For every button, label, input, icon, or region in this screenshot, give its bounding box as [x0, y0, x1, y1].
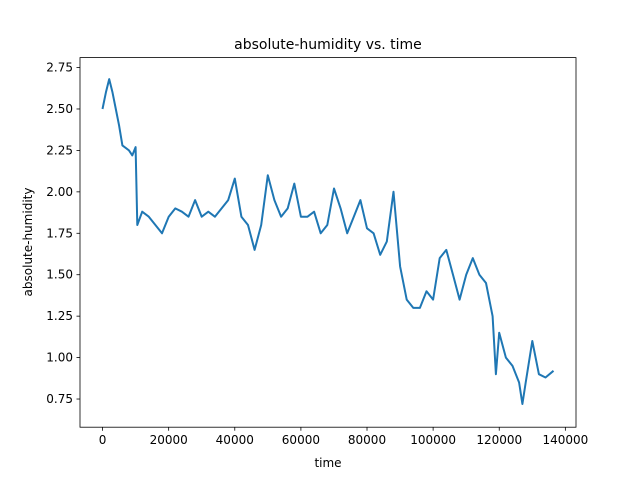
x-tick-label: 140000: [542, 433, 588, 447]
y-tick-label: 2.50: [46, 102, 73, 116]
x-tick-label: 20000: [150, 433, 188, 447]
y-axis-label: absolute-humidity: [21, 188, 35, 297]
data-line: [101, 78, 555, 405]
y-tick-label: 2.25: [46, 143, 73, 157]
x-tick-label: 60000: [282, 433, 320, 447]
x-tick-label: 0: [99, 433, 107, 447]
y-tick-label: 1.25: [46, 309, 73, 323]
plot-frame: [79, 57, 577, 428]
y-tick-label: 2.00: [46, 185, 73, 199]
x-axis-label: time: [314, 456, 341, 470]
chart-title: absolute-humidity vs. time: [234, 37, 422, 53]
x-tick-label: 120000: [476, 433, 522, 447]
y-tick-label: 1.50: [46, 268, 73, 282]
y-tick-label: 0.75: [46, 392, 73, 406]
y-tick-label: 2.75: [46, 61, 73, 75]
y-tick-label: 1.75: [46, 226, 73, 240]
x-tick-label: 80000: [348, 433, 386, 447]
x-tick-label: 40000: [216, 433, 254, 447]
y-tick-label: 1.00: [46, 351, 73, 365]
x-tick-label: 100000: [410, 433, 456, 447]
